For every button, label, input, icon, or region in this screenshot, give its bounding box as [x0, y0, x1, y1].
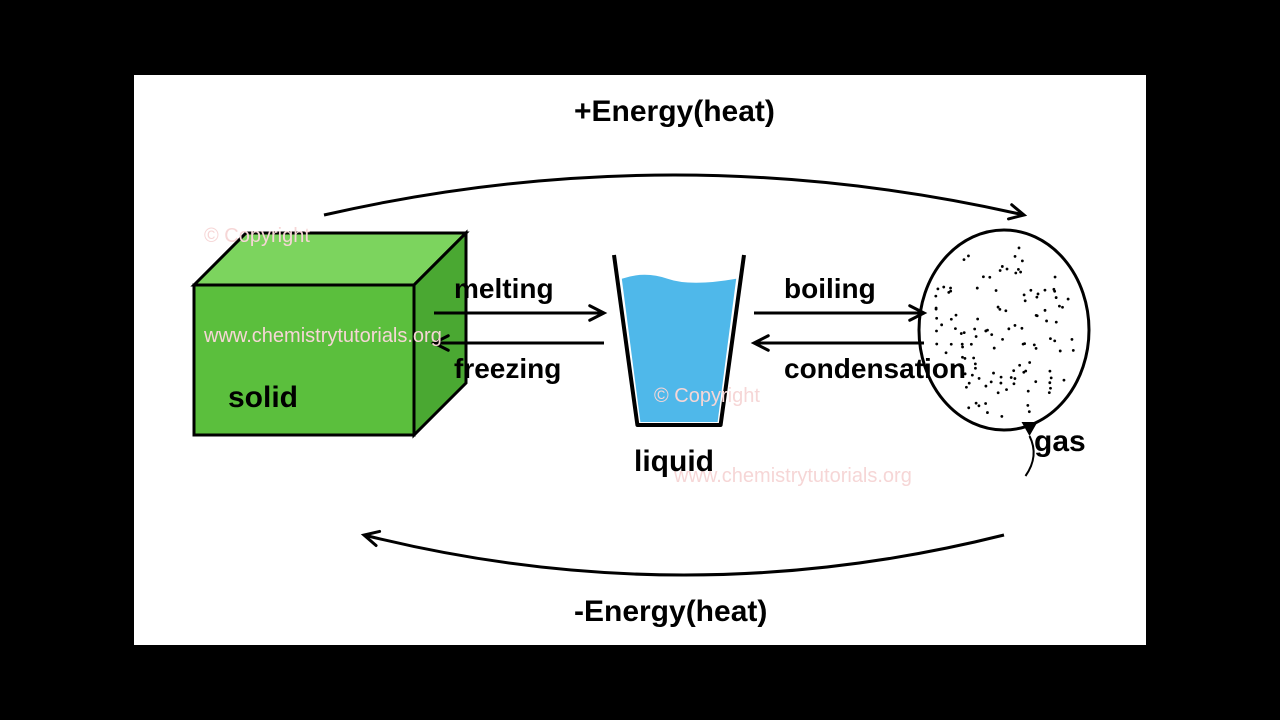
- gas-label: gas: [1034, 425, 1086, 459]
- condensation-label: condensation: [784, 353, 966, 385]
- energy-minus-label: -Energy(heat): [574, 595, 767, 629]
- liquid-label: liquid: [634, 445, 714, 479]
- energy-plus-label: +Energy(heat): [574, 95, 775, 129]
- boiling-label: boiling: [784, 273, 876, 305]
- diagram-frame: © Copyright www.chemistrytutorials.org ©…: [131, 72, 1149, 648]
- diagram-svg: [134, 75, 1152, 651]
- watermark-2: www.chemistrytutorials.org: [204, 325, 442, 348]
- solid-label: solid: [228, 381, 298, 415]
- watermark-1: © Copyright: [204, 225, 310, 248]
- watermark-3: © Copyright: [654, 385, 760, 408]
- melting-label: melting: [454, 273, 554, 305]
- freezing-label: freezing: [454, 353, 561, 385]
